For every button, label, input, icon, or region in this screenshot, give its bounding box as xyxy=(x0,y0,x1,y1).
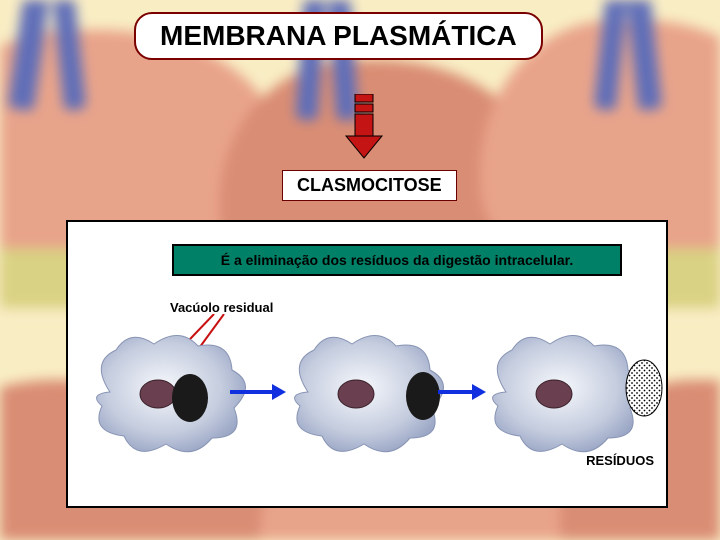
cell-stage-1 xyxy=(80,322,250,452)
page-title: MEMBRANA PLASMÁTICA xyxy=(134,12,543,60)
cells-row xyxy=(68,322,666,472)
arrow-down-icon xyxy=(344,94,384,165)
cell-stage-2 xyxy=(278,322,448,452)
vesicle-icon xyxy=(172,374,208,422)
definition-box: É a eliminação dos resíduos da digestão … xyxy=(172,244,622,276)
vesicle-icon xyxy=(406,372,440,420)
slide: MEMBRANA PLASMÁTICA CLASMOCITOSE É a eli… xyxy=(0,0,720,540)
vacuolo-label: Vacúolo residual xyxy=(170,300,273,315)
cell-stage-3 xyxy=(476,322,646,452)
residuos-label: RESÍDUOS xyxy=(586,453,654,468)
subtitle: CLASMOCITOSE xyxy=(282,170,457,201)
content-panel: É a eliminação dos resíduos da digestão … xyxy=(66,220,668,508)
